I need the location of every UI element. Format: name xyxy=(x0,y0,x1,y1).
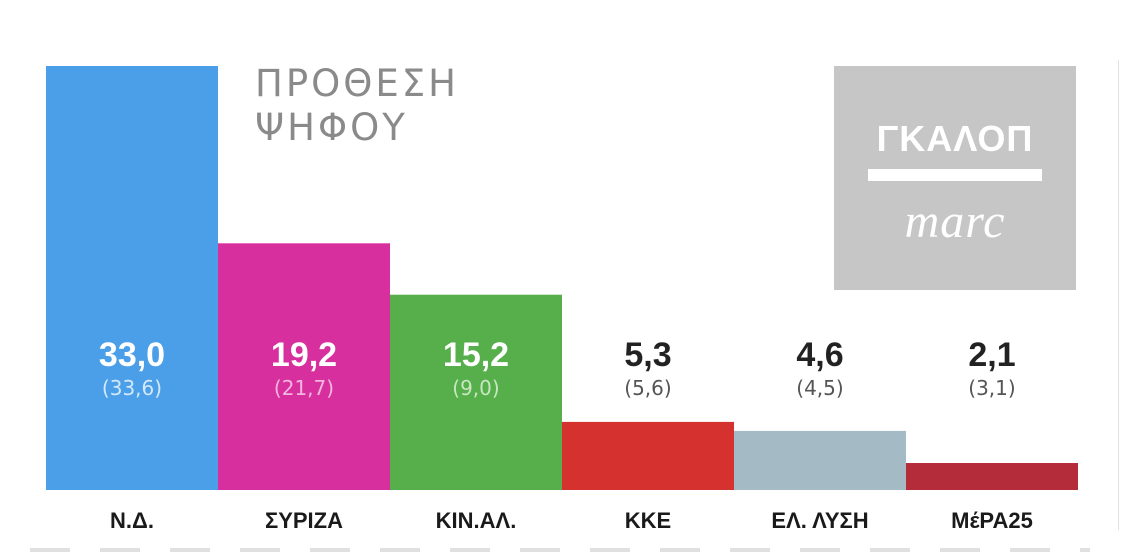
category-label-0: Ν.Δ. xyxy=(110,508,154,533)
previous-value-label-4: (4,5) xyxy=(796,376,843,400)
value-label-3: 5,3 xyxy=(624,336,671,374)
bar-1 xyxy=(218,243,390,490)
bar-0 xyxy=(46,66,218,490)
previous-value-label-3: (5,6) xyxy=(624,376,671,400)
chart-title-line-2: ΨΗΦΟΥ xyxy=(255,106,408,149)
category-label-3: ΚΚΕ xyxy=(625,508,671,533)
value-label-4: 4,6 xyxy=(796,336,843,374)
previous-value-label-5: (3,1) xyxy=(968,376,1015,400)
bar-2 xyxy=(390,294,562,490)
bar-4 xyxy=(734,430,906,490)
category-label-4: ΕΛ. ΛΥΣΗ xyxy=(771,508,868,533)
previous-value-label-1: (21,7) xyxy=(274,376,334,400)
logo-gallup-text: ΓΚΑΛΟΠ xyxy=(876,118,1034,159)
value-label-5: 2,1 xyxy=(968,336,1015,374)
previous-value-label-2: (9,0) xyxy=(452,376,499,400)
category-label-5: ΜέΡΑ25 xyxy=(951,508,1033,533)
category-label-2: ΚΙΝ.ΑΛ. xyxy=(436,508,517,533)
logo-divider xyxy=(868,169,1042,181)
chart-title-line-1: ΠΡΟΘΕΣΗ xyxy=(255,62,459,105)
page-edge-divider xyxy=(1118,60,1119,530)
bar-5 xyxy=(906,463,1078,490)
logo-marc-text: marc xyxy=(904,195,1006,248)
previous-value-label-0: (33,6) xyxy=(102,376,162,400)
bottom-divider xyxy=(30,548,1090,552)
pollster-logo: ΓΚΑΛΟΠ marc xyxy=(834,66,1076,290)
value-label-2: 15,2 xyxy=(443,336,509,374)
bar-3 xyxy=(562,421,734,490)
value-label-0: 33,0 xyxy=(99,336,165,374)
category-label-1: ΣΥΡΙΖΑ xyxy=(265,508,343,533)
value-label-1: 19,2 xyxy=(271,336,337,374)
chart-title: ΠΡΟΘΕΣΗ ΨΗΦΟΥ xyxy=(255,62,459,150)
